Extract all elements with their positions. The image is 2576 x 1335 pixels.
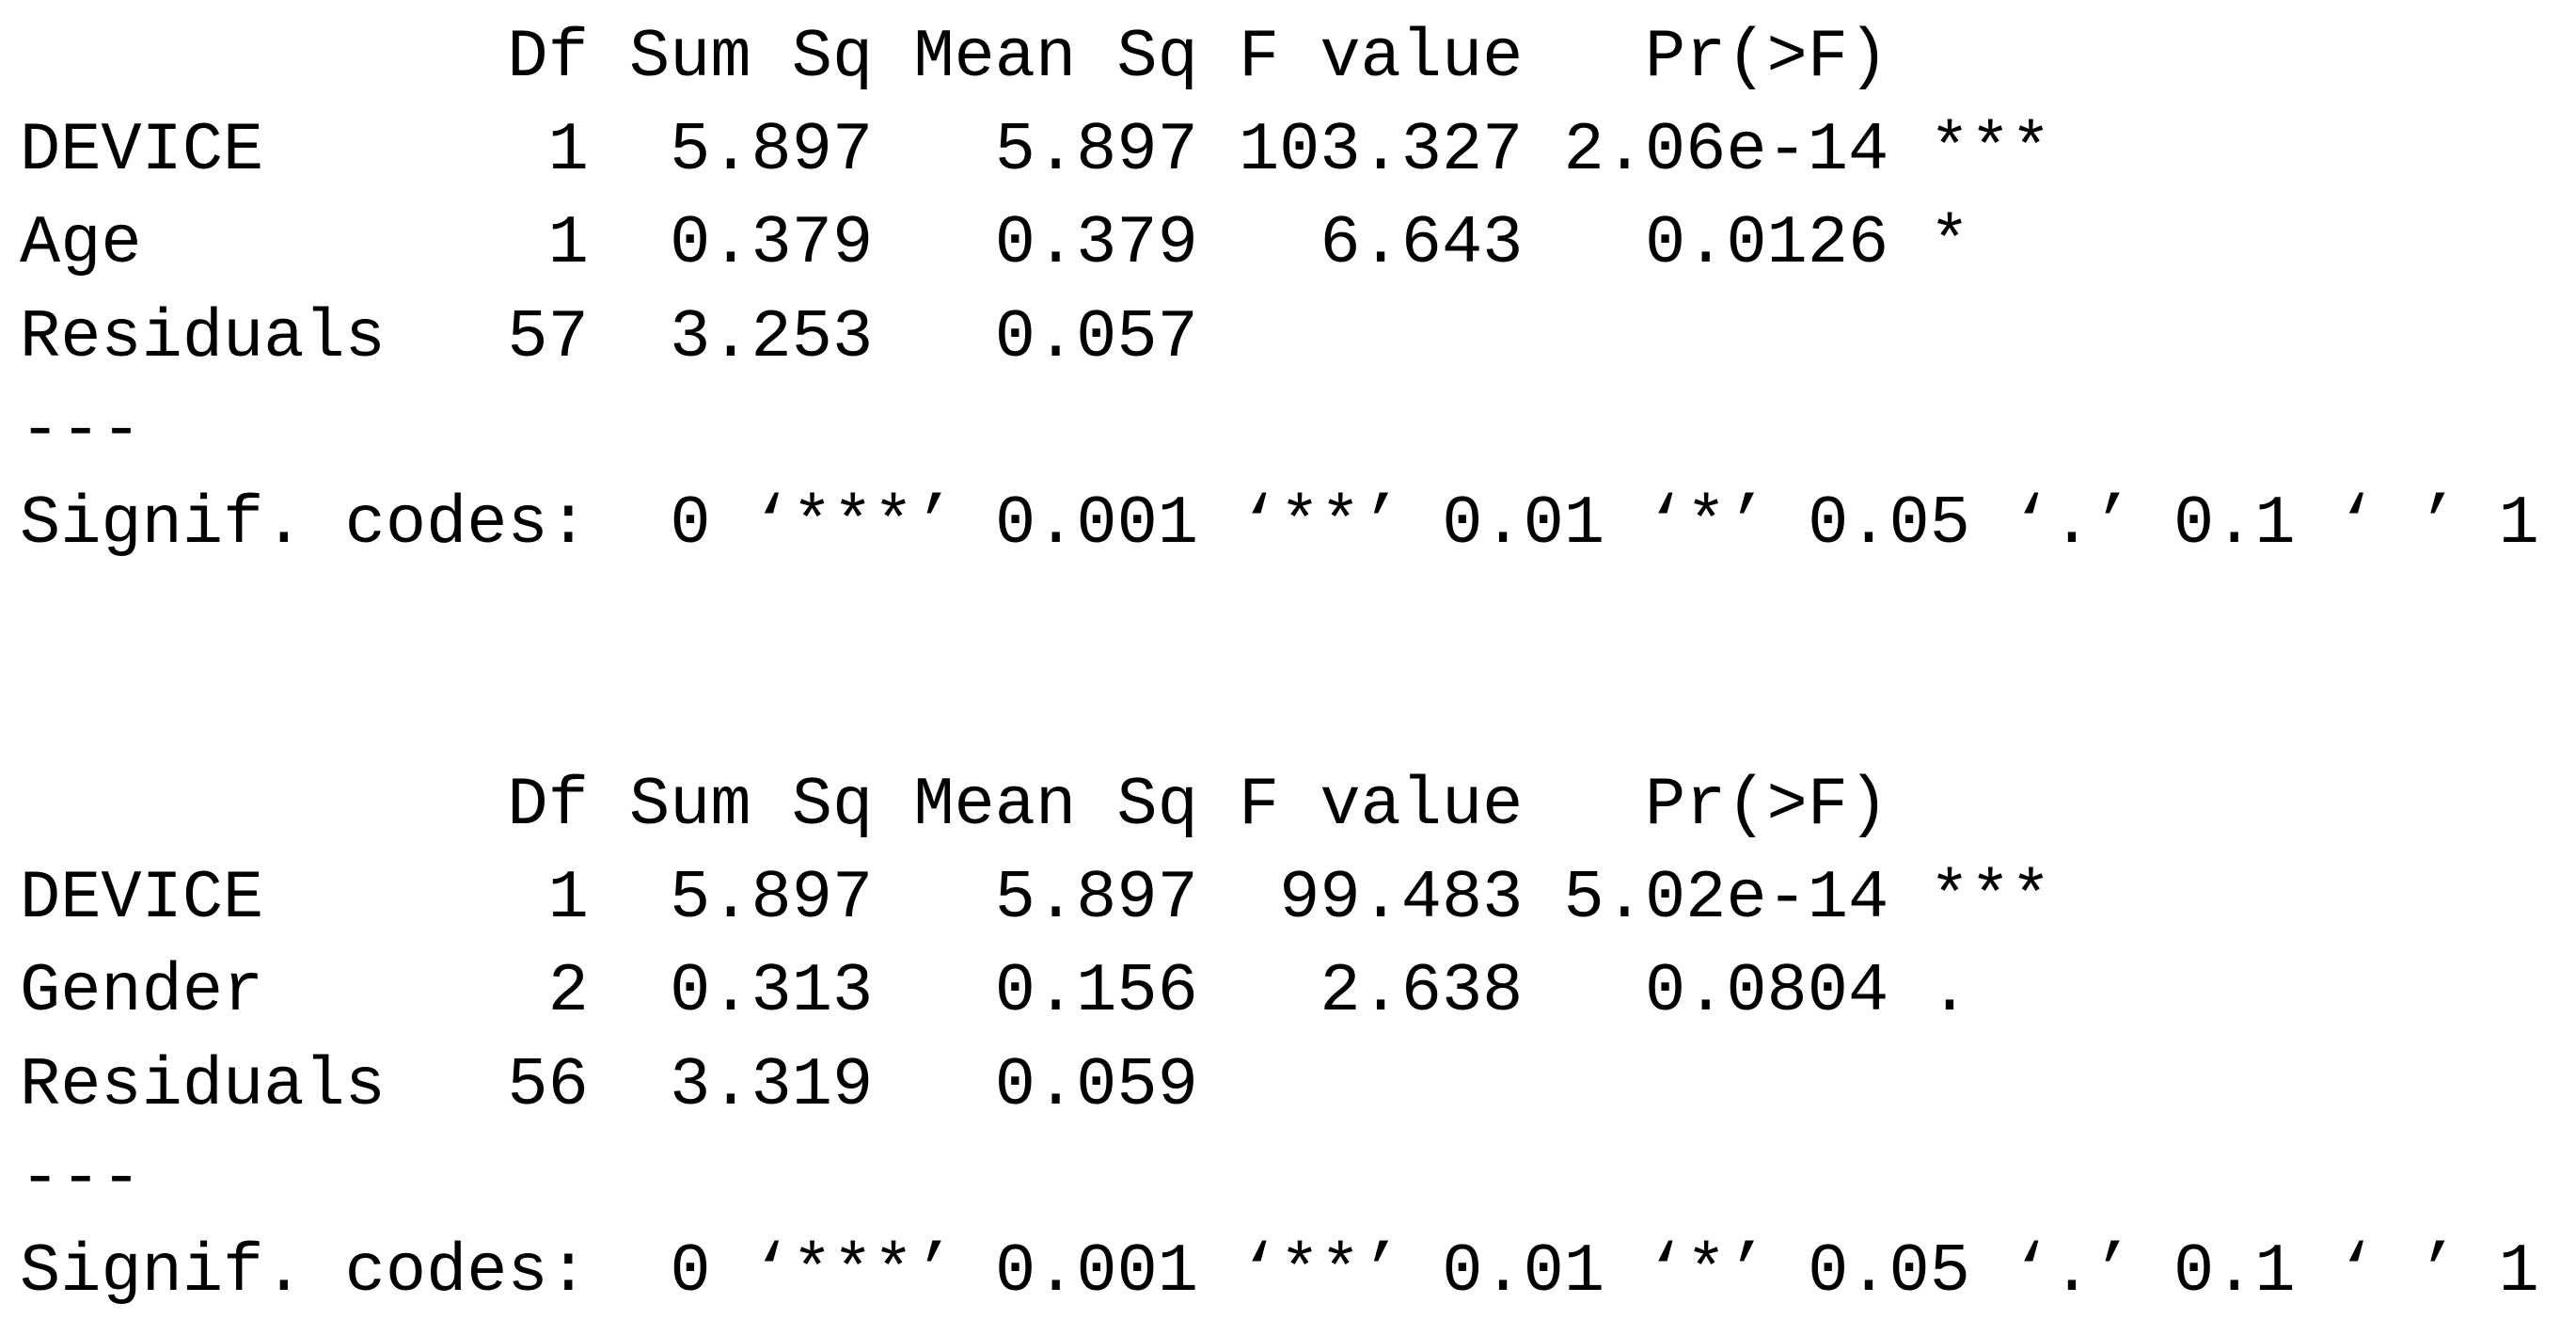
row-label: Residuals xyxy=(20,1046,386,1124)
signif-codes: Signif. codes: 0 ‘***’ 0.001 ‘**’ 0.01 ‘… xyxy=(20,1233,2539,1311)
column-header: Mean Sq xyxy=(913,767,1198,844)
row-label: Gender xyxy=(20,953,264,1031)
table-cell: 0.0126 xyxy=(1644,205,1889,283)
table-cell: 0.379 xyxy=(994,205,1198,283)
column-header: Mean Sq xyxy=(913,19,1198,96)
table-cell: 5.897 xyxy=(670,860,874,938)
table-cell: 0.379 xyxy=(670,205,874,283)
table-cell: 1 xyxy=(547,112,589,190)
table-cell: 0.0804 xyxy=(1644,953,1889,1031)
table-cell: 0.057 xyxy=(994,298,1198,376)
column-header: Sum Sq xyxy=(628,767,874,844)
table-cell: 99.483 xyxy=(1279,860,1524,938)
table-cell: 57 xyxy=(507,298,589,376)
table-cell: 6.643 xyxy=(1320,205,1524,283)
table-cell: 3.319 xyxy=(670,1046,874,1124)
signif-codes: Signif. codes: 0 ‘***’ 0.001 ‘**’ 0.01 ‘… xyxy=(20,485,2539,563)
column-header: Pr(>F) xyxy=(1644,19,1889,96)
table-cell: 5.897 xyxy=(670,112,874,190)
column-header: Df xyxy=(507,767,589,844)
table-cell: 5.897 xyxy=(994,112,1198,190)
column-header: F value xyxy=(1238,767,1524,844)
signif-stars: * xyxy=(1929,205,1970,283)
table-cell: 2.638 xyxy=(1320,953,1524,1031)
table-cell: 2.06e-14 xyxy=(1563,112,1889,190)
table-cell: 2 xyxy=(547,953,589,1031)
signif-stars: *** xyxy=(1929,112,2052,190)
separator: --- xyxy=(20,1139,142,1217)
table-cell: 56 xyxy=(507,1046,589,1124)
table-cell: 0.059 xyxy=(994,1046,1198,1124)
row-label: Residuals xyxy=(20,298,386,376)
column-header: Pr(>F) xyxy=(1644,767,1889,844)
table-cell: 0.156 xyxy=(994,953,1198,1031)
row-label: DEVICE xyxy=(20,112,264,190)
row-label: Age xyxy=(20,205,142,283)
column-header: Sum Sq xyxy=(628,19,874,96)
table-cell: 1 xyxy=(547,860,589,938)
table-cell: 103.327 xyxy=(1238,112,1524,190)
signif-stars: *** xyxy=(1929,860,2052,938)
column-header: Df xyxy=(507,19,589,96)
table-cell: 5.02e-14 xyxy=(1563,860,1889,938)
table-cell: 1 xyxy=(547,205,589,283)
table-cell: 0.313 xyxy=(670,953,874,1031)
table-cell: 5.897 xyxy=(994,860,1198,938)
row-label: DEVICE xyxy=(20,860,264,938)
column-header: F value xyxy=(1238,19,1524,96)
signif-stars: . xyxy=(1929,953,1970,1031)
separator: --- xyxy=(20,391,142,469)
table-cell: 3.253 xyxy=(670,298,874,376)
